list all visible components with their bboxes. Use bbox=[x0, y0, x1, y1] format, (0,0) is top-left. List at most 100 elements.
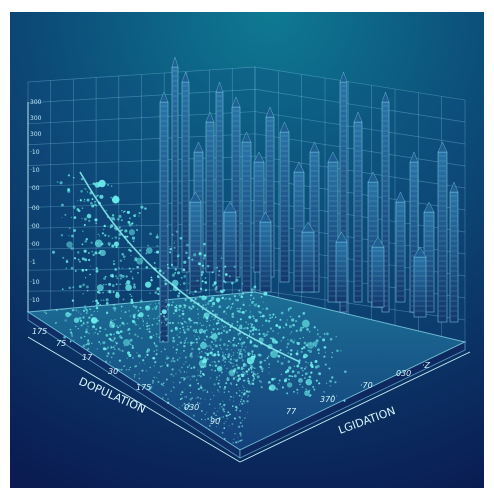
particle bbox=[264, 359, 267, 361]
particle bbox=[85, 285, 89, 289]
particle bbox=[132, 285, 137, 289]
data-city-illustration: 300 300 300 ·10 ·10 ·00 ·00 ·00 ·00 ·1 ·… bbox=[10, 12, 484, 488]
particle bbox=[119, 324, 122, 327]
particle bbox=[102, 291, 104, 294]
particle bbox=[244, 392, 247, 395]
building bbox=[241, 131, 252, 293]
particle bbox=[139, 299, 143, 303]
particle bbox=[90, 265, 92, 267]
particle bbox=[136, 224, 138, 226]
particle bbox=[159, 365, 162, 368]
particle bbox=[285, 323, 288, 327]
particle bbox=[206, 345, 209, 348]
left-tick: ·10 bbox=[30, 149, 40, 156]
particle bbox=[323, 332, 326, 335]
particle bbox=[271, 377, 275, 381]
particle bbox=[152, 357, 155, 360]
particle bbox=[191, 355, 194, 358]
particle bbox=[233, 295, 237, 298]
building bbox=[449, 181, 459, 323]
particle bbox=[248, 369, 250, 371]
particle bbox=[145, 252, 148, 255]
particle bbox=[201, 295, 207, 301]
particle bbox=[217, 321, 220, 324]
particle bbox=[295, 319, 298, 323]
particle bbox=[198, 407, 199, 408]
particle bbox=[223, 280, 225, 283]
particle bbox=[73, 216, 77, 219]
particle bbox=[274, 316, 277, 318]
particle bbox=[146, 247, 153, 254]
particle bbox=[284, 370, 288, 374]
particle bbox=[134, 374, 136, 376]
particle bbox=[208, 403, 211, 406]
particle bbox=[280, 373, 282, 376]
particle bbox=[104, 234, 107, 237]
particle bbox=[176, 359, 179, 361]
particle bbox=[239, 404, 241, 406]
particle bbox=[204, 413, 206, 416]
particle bbox=[138, 211, 141, 215]
particle bbox=[236, 352, 239, 354]
particle bbox=[154, 251, 156, 254]
particle bbox=[189, 352, 193, 356]
particle bbox=[179, 407, 181, 409]
particle bbox=[90, 313, 93, 317]
particle bbox=[220, 327, 222, 329]
particle bbox=[104, 275, 107, 278]
particle bbox=[77, 258, 80, 261]
particle bbox=[180, 366, 183, 369]
particle bbox=[260, 386, 263, 389]
particle bbox=[216, 266, 219, 269]
particle bbox=[91, 317, 95, 320]
particle bbox=[113, 337, 116, 340]
particle bbox=[301, 319, 310, 328]
particle bbox=[200, 410, 203, 412]
particle bbox=[173, 312, 175, 315]
particle bbox=[225, 414, 228, 417]
particle bbox=[164, 279, 167, 282]
particle bbox=[293, 374, 297, 378]
particle bbox=[250, 313, 252, 315]
particle bbox=[340, 350, 342, 352]
particle bbox=[195, 338, 198, 341]
particle bbox=[217, 319, 220, 322]
particle bbox=[120, 219, 123, 222]
particle bbox=[224, 438, 226, 440]
particle bbox=[122, 298, 125, 301]
particle bbox=[243, 372, 245, 374]
particle bbox=[260, 316, 262, 318]
particle bbox=[115, 342, 118, 345]
particle bbox=[171, 233, 174, 236]
particle bbox=[203, 242, 206, 246]
building bbox=[223, 201, 237, 283]
particle bbox=[287, 352, 290, 355]
particle bbox=[45, 312, 47, 315]
particle bbox=[232, 362, 234, 364]
particle bbox=[182, 307, 184, 309]
particle bbox=[230, 306, 233, 308]
particle bbox=[207, 417, 210, 420]
particle bbox=[138, 373, 140, 375]
particle bbox=[310, 371, 313, 374]
particle bbox=[179, 284, 182, 286]
particle bbox=[204, 389, 206, 391]
particle bbox=[70, 331, 73, 334]
particle bbox=[123, 345, 125, 347]
particle bbox=[65, 259, 69, 262]
particle bbox=[193, 302, 195, 304]
particle bbox=[259, 311, 262, 314]
particle bbox=[88, 258, 91, 262]
particle bbox=[322, 338, 326, 342]
particle bbox=[180, 276, 183, 279]
particle bbox=[128, 342, 130, 344]
particle bbox=[86, 213, 92, 219]
particle bbox=[70, 246, 74, 250]
particle bbox=[71, 299, 75, 302]
particle bbox=[73, 257, 77, 260]
particle bbox=[222, 351, 224, 353]
particle bbox=[137, 317, 139, 320]
particle bbox=[156, 250, 160, 254]
particle bbox=[302, 370, 304, 372]
particle bbox=[254, 367, 256, 369]
